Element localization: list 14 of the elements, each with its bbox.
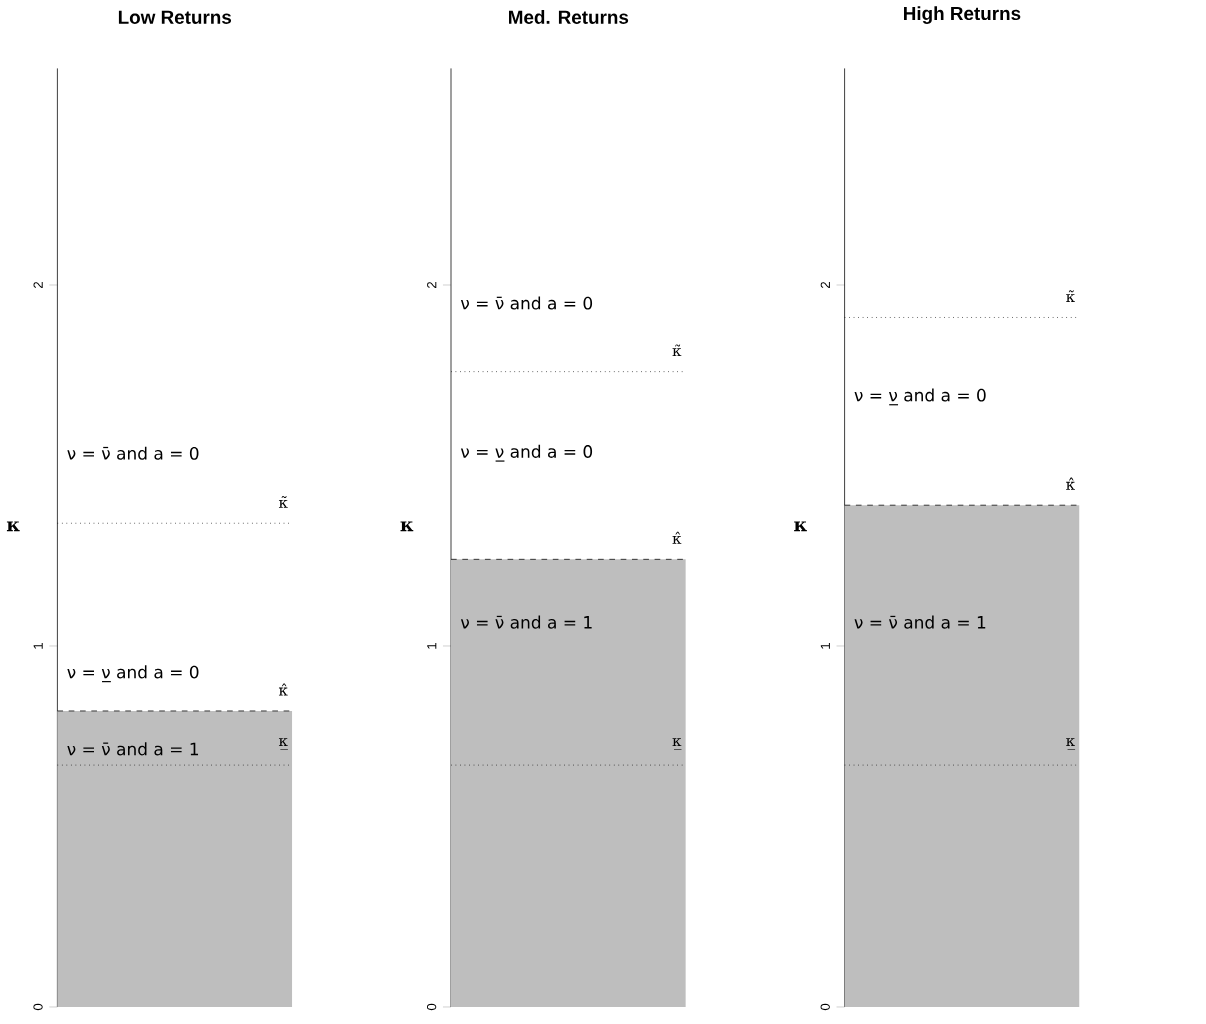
annotation: ν = ν̲ and a = 0 — [67, 665, 199, 683]
annotation: ν = ν̲ and a = 0 — [854, 388, 986, 406]
chart-title: Med. Returns — [509, 10, 629, 24]
annotation: ν = ν̄ and a = 0 — [460, 296, 593, 310]
annotation: ν = ν̄ and a = 1 — [854, 615, 986, 629]
chart-title: Low Returns — [118, 10, 232, 24]
y-axis-title: κ — [400, 521, 414, 532]
y-axis-title: κ — [6, 521, 20, 532]
annotation: ν = ν̄ and a = 1 — [460, 615, 592, 629]
annotation: ν = ν̲ and a = 0 — [460, 444, 593, 462]
y-axis-title: κ — [794, 521, 807, 532]
annotation: ν = ν̄ and a = 0 — [67, 446, 199, 460]
annotation: ν = ν̄ and a = 1 — [67, 742, 199, 756]
chart-title: High Returns — [904, 6, 1021, 24]
